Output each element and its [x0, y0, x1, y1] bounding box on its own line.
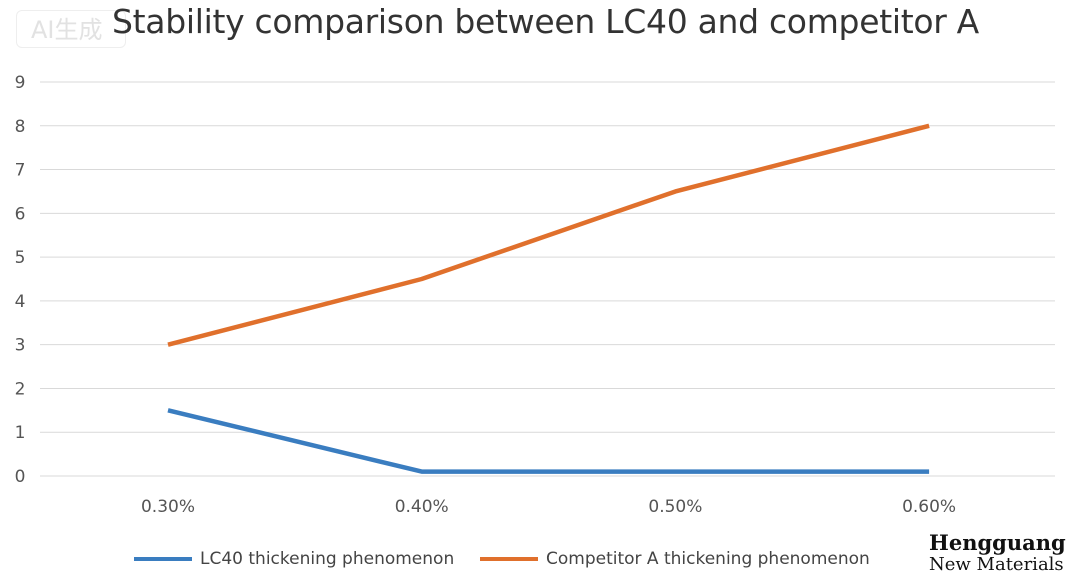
y-tick-label: 3	[15, 336, 26, 356]
y-tick-label: 6	[15, 204, 26, 224]
y-tick-label: 2	[15, 379, 26, 399]
y-tick-label: 0	[15, 467, 26, 487]
y-tick-label: 5	[15, 248, 26, 268]
x-tick-label: 0.50%	[648, 497, 702, 517]
brand-logo: Hengguang New Materials	[929, 532, 1066, 576]
logo-line2: New Materials	[929, 554, 1064, 575]
chart-title: Stability comparison between LC40 and co…	[112, 2, 979, 41]
legend-swatch-competitor-a	[480, 557, 538, 561]
y-tick-label: 4	[15, 292, 26, 312]
x-tick-label: 0.40%	[395, 497, 449, 517]
series-line-competitor-a	[167, 123, 930, 347]
y-tick-label: 9	[15, 73, 26, 93]
y-tick-label: 1	[15, 423, 26, 443]
legend-item-lc40: LC40 thickening phenomenon	[134, 549, 454, 569]
legend-label: Competitor A thickening phenomenon	[546, 549, 870, 569]
legend-item-competitor-a: Competitor A thickening phenomenon	[480, 549, 870, 569]
ai-generated-badge: AI生成	[16, 10, 126, 48]
legend-label: LC40 thickening phenomenon	[200, 549, 455, 569]
series-line-lc40	[167, 408, 930, 474]
legend-swatch-lc40	[134, 557, 192, 561]
y-tick-label: 8	[15, 117, 26, 137]
y-tick-label: 7	[15, 161, 26, 181]
x-tick-label: 0.60%	[902, 497, 956, 517]
x-tick-label: 0.30%	[141, 497, 195, 517]
logo-line1: Hengguang	[929, 530, 1066, 555]
